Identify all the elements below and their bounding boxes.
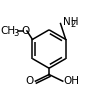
Text: O: O (26, 76, 34, 86)
Text: CH: CH (0, 26, 15, 36)
Text: NH: NH (63, 17, 79, 27)
Text: O: O (21, 26, 29, 36)
Text: 2: 2 (70, 20, 75, 29)
Text: OH: OH (63, 76, 79, 86)
Text: 3: 3 (14, 29, 19, 38)
